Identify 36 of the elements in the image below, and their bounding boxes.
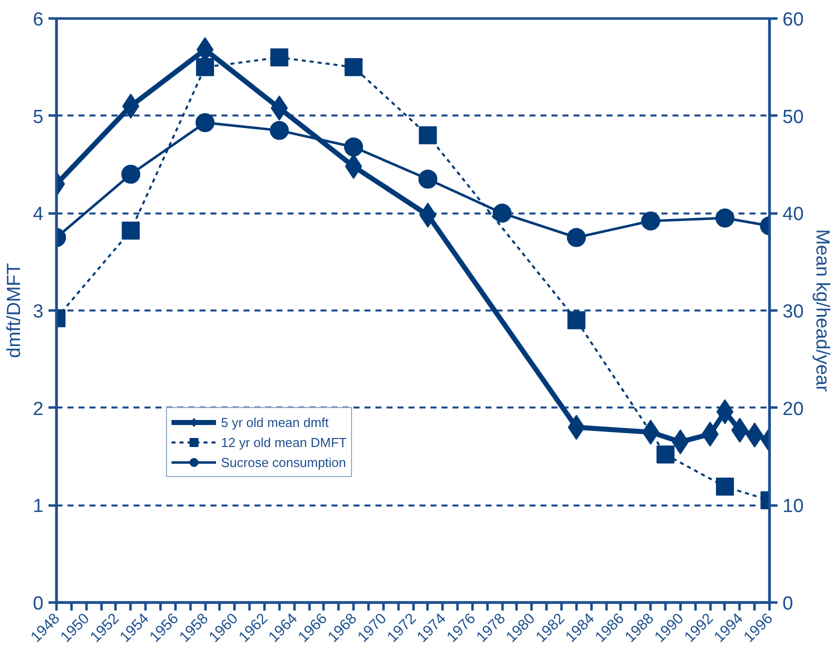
y2-tick-label: 0 xyxy=(782,594,794,614)
y2-tick-label: 40 xyxy=(782,204,804,226)
y-tick-label: 3 xyxy=(32,302,44,322)
point xyxy=(270,48,288,66)
point xyxy=(122,222,140,240)
y-tick-label: 4 xyxy=(32,204,44,226)
y-tick-label: 1 xyxy=(32,496,44,518)
y-axis-title: dmft/DMFT xyxy=(4,262,25,358)
point xyxy=(344,58,363,76)
point xyxy=(656,446,675,464)
y-tick-label: 5 xyxy=(32,106,44,128)
y2-tick-label: 30 xyxy=(782,302,804,322)
y2-axis-title: Mean kg/head/year xyxy=(812,229,833,393)
point xyxy=(418,126,437,144)
y-tick-label: 2 xyxy=(32,398,44,420)
legend-label: 5 yr old mean dmft xyxy=(221,414,329,430)
point xyxy=(344,138,364,156)
point xyxy=(567,311,586,330)
point xyxy=(270,120,289,140)
point xyxy=(716,478,734,496)
point xyxy=(196,58,214,76)
point xyxy=(418,170,438,189)
point xyxy=(492,204,512,223)
y2-tick-label: 10 xyxy=(782,496,804,518)
point xyxy=(196,113,215,132)
y-tick-label: 6 xyxy=(32,10,44,30)
point xyxy=(715,208,734,228)
legend-label: 12 yr old mean DMFT xyxy=(221,434,347,450)
point xyxy=(121,164,140,184)
y2-tick-label: 20 xyxy=(782,398,804,420)
y2-tick-label: 50 xyxy=(782,106,804,128)
legend-label: Sucrose consumption xyxy=(221,454,346,470)
y2-tick-label: 60 xyxy=(782,10,804,30)
point xyxy=(641,211,660,230)
point xyxy=(566,228,586,247)
y-tick-label: 0 xyxy=(32,594,44,614)
